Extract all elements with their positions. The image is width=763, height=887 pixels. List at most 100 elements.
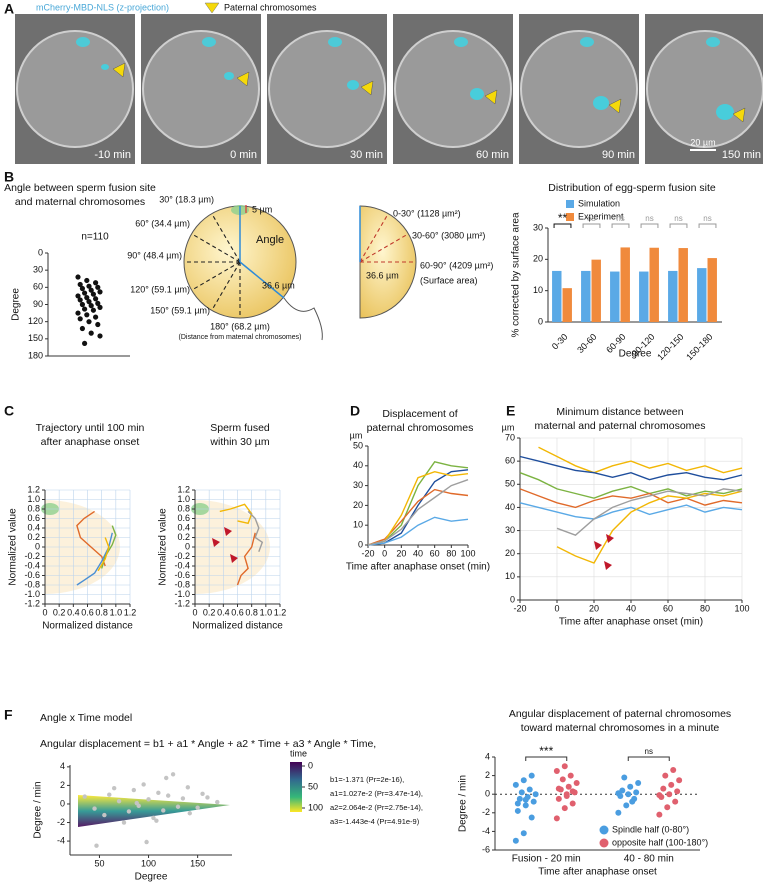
sig-bracket — [525, 756, 568, 761]
point — [625, 791, 632, 798]
bar — [581, 270, 591, 322]
point — [512, 837, 519, 844]
y-tick-label: 0 — [35, 541, 40, 551]
legend-swatch — [566, 200, 574, 208]
y-tick-label: 0.6 — [177, 513, 190, 523]
point — [660, 785, 667, 792]
sig-label: ns — [616, 214, 624, 223]
point — [514, 807, 521, 814]
y-tick-label: 0 — [485, 789, 490, 799]
x-tick-label: 0.4 — [217, 607, 230, 617]
point — [75, 310, 81, 316]
point — [84, 312, 90, 318]
x-tick-label: -20 — [513, 603, 526, 613]
arrowhead — [360, 80, 374, 96]
y-tick-label: 10 — [533, 285, 543, 295]
point — [77, 281, 83, 288]
point — [95, 321, 101, 328]
sig-bracket — [582, 223, 601, 228]
y-tick-label: -0.2 — [174, 551, 190, 561]
point — [154, 818, 159, 823]
y-tick-label: 0 — [538, 316, 543, 326]
point — [97, 304, 103, 310]
y-axis-label: Degree — [11, 288, 22, 321]
y-axis-label: Normalized value — [8, 508, 19, 586]
point — [520, 830, 527, 837]
bar — [707, 258, 717, 322]
point — [146, 797, 151, 802]
y-tick-label: 30 — [505, 525, 515, 535]
y-tick-label: 60 — [505, 456, 515, 466]
x-tick-label: 0.2 — [203, 607, 216, 617]
y-tick-label: -1.0 — [24, 589, 40, 599]
point — [635, 780, 642, 787]
point — [187, 811, 192, 816]
point — [569, 800, 576, 807]
chart-title: Distribution of egg-sperm fusion site — [548, 182, 716, 194]
point — [86, 299, 92, 305]
legend-label: opposite half (100-180°) — [612, 837, 708, 847]
sig-label: ** — [558, 211, 568, 225]
point — [88, 303, 94, 309]
bar — [649, 247, 659, 322]
point — [86, 283, 92, 289]
chart: Angle x Time model Angular displacement =… — [33, 712, 423, 883]
panel-a: mCherry-MBD-NLS (z-projection) Paternal … — [36, 2, 317, 14]
series-line — [538, 446, 743, 474]
x-tick-label: 80 — [446, 548, 456, 558]
x-tick-label: 1.2 — [124, 607, 137, 617]
point — [215, 799, 220, 805]
point — [151, 815, 156, 821]
series-line — [367, 461, 469, 546]
point — [161, 808, 166, 813]
y-tick-label: 0.6 — [27, 513, 40, 523]
point — [126, 809, 132, 814]
y-tick-label: 20 — [533, 254, 543, 264]
panel-label: F — [4, 707, 13, 723]
panel-label: A — [4, 1, 14, 17]
paternal-signal — [101, 64, 109, 70]
arrowhead — [484, 89, 498, 105]
coefficient: a3=-1.443e-4 (Pr=4.91e-9) — [330, 817, 420, 826]
x-tick-label: 40 - 80 min — [624, 854, 674, 865]
series-line — [97, 537, 110, 572]
point — [180, 796, 186, 801]
area-note: (Surface area) — [420, 275, 478, 285]
point — [553, 767, 560, 774]
arrow-icon — [204, 2, 220, 14]
series-line — [367, 469, 469, 546]
y-tick-label: -1.0 — [174, 589, 190, 599]
y-axis-label: Degree / min — [33, 781, 44, 838]
point — [86, 319, 92, 325]
time-label: 0 min — [230, 149, 257, 161]
arrowhead — [230, 554, 238, 563]
point — [522, 802, 529, 809]
maternal-signal — [706, 37, 720, 47]
series-line — [556, 488, 743, 537]
y-tick-label: -0.8 — [174, 579, 190, 589]
arrowhead — [732, 107, 746, 123]
sig-label: ns — [645, 214, 653, 223]
y-tick-label: 60 — [33, 282, 43, 292]
series-line — [367, 516, 469, 546]
paternal-signal — [593, 96, 609, 110]
y-tick-label: 70 — [505, 432, 515, 442]
x-tick-label: 60 — [663, 603, 673, 613]
x-tick-label: 40 — [413, 548, 423, 558]
chart-title: after anaphase onset — [41, 436, 140, 448]
series-line — [519, 472, 743, 499]
point — [676, 777, 683, 784]
y-tick-label: 1.0 — [177, 494, 190, 504]
arrowhead — [236, 71, 250, 87]
point — [668, 781, 675, 788]
bar — [678, 248, 688, 322]
area-label: 0-30° (1128 µm²) — [393, 208, 461, 218]
y-tick-label: -0.6 — [174, 570, 190, 580]
arrowhead — [112, 62, 126, 78]
point — [84, 295, 90, 301]
x-tick-label: 1.0 — [260, 607, 273, 617]
y-tick-label: -2 — [57, 817, 65, 827]
colorbar-title: time — [290, 748, 307, 758]
point — [111, 785, 117, 791]
